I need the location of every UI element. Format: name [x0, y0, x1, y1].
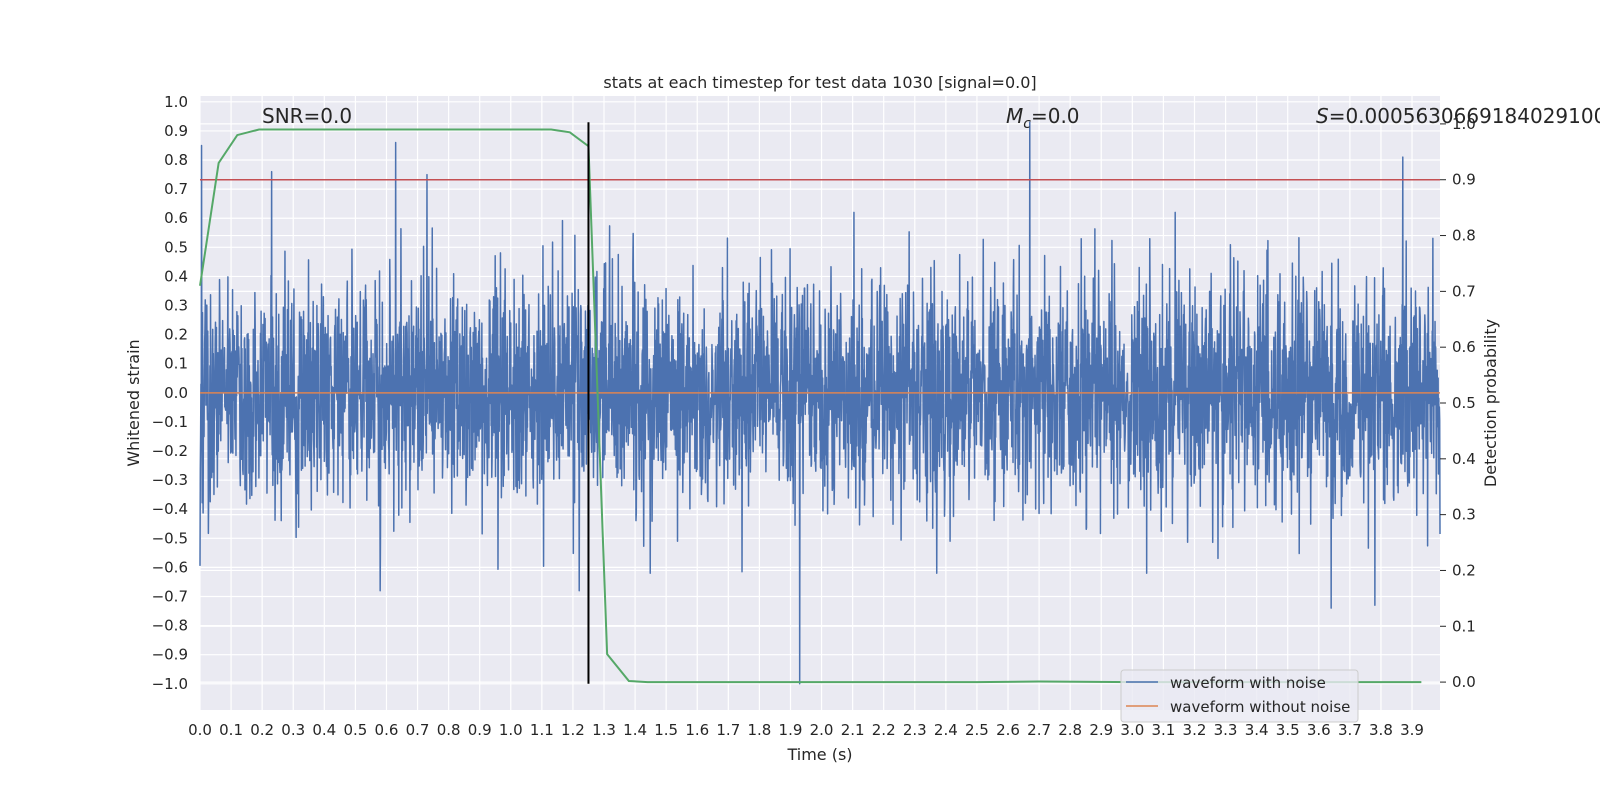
- y-tick-label: −0.3: [152, 471, 188, 489]
- x-tick-label: 3.1: [1151, 721, 1175, 739]
- y-tick-label: 0.3: [164, 297, 188, 315]
- x-tick-label: 3.2: [1183, 721, 1207, 739]
- line-series: [199, 122, 1440, 684]
- x-tick-label: 0.9: [468, 721, 492, 739]
- x-tick-label: 0.7: [406, 721, 430, 739]
- y-tick-label: 0.0: [164, 384, 188, 402]
- y2-tick-label: 0.3: [1452, 506, 1476, 524]
- chart-title: stats at each timestep for test data 103…: [603, 73, 1036, 92]
- y2-tick-label: 0.6: [1452, 338, 1476, 356]
- y-tick-label: 0.1: [164, 355, 188, 373]
- y-tick-label: 1.0: [164, 93, 188, 111]
- legend-box: [1120, 669, 1359, 723]
- y2-tick-label: 0.4: [1452, 450, 1476, 468]
- tick-labels: 0.0 0.1 0.2 0.3 0.4 0.5 0.6 0.7 0.8 0.9 1.0 1.1 1.2 1…: [152, 93, 1476, 739]
- y-tick-label: 0.5: [164, 238, 188, 256]
- x-tick-label: 1.9: [779, 721, 803, 739]
- y2-tick-label: 0.0: [1452, 673, 1476, 691]
- x-tick-label: 3.3: [1214, 721, 1238, 739]
- y2-tick-label: 0.7: [1452, 282, 1476, 300]
- x-tick-label: 0.4: [312, 721, 336, 739]
- x-tick-label: 2.8: [1058, 721, 1082, 739]
- y-tick-label: −0.8: [152, 617, 188, 635]
- x-tick-label: 1.5: [654, 721, 678, 739]
- x-tick-label: 1.3: [592, 721, 616, 739]
- y2-tick-label: 0.2: [1452, 561, 1476, 579]
- y-tick-label: −0.9: [152, 646, 188, 664]
- y-tick-label: 0.4: [164, 267, 188, 285]
- x-tick-label: 1.1: [530, 721, 554, 739]
- x-tick-label: 3.5: [1276, 721, 1300, 739]
- x-tick-label: 2.2: [872, 721, 896, 739]
- series-waveform-with-noise: [199, 121, 1441, 685]
- x-tick-label: 1.2: [561, 721, 585, 739]
- x-tick-label: 0.5: [343, 721, 367, 739]
- x-tick-label: 1.6: [685, 721, 709, 739]
- x-tick-label: 1.8: [747, 721, 771, 739]
- x-tick-label: 0.3: [281, 721, 305, 739]
- x-tick-label: 3.9: [1400, 721, 1424, 739]
- legend-label-waveform-with-noise: waveform with noise: [1170, 674, 1326, 692]
- noise-trace: [199, 121, 1441, 685]
- x-tick-label: 3.0: [1120, 721, 1144, 739]
- x-tick-label: 2.5: [965, 721, 989, 739]
- x-tick-label: 2.9: [1089, 721, 1113, 739]
- y-tick-label: 0.7: [164, 180, 188, 198]
- y2-tick-label: 0.1: [1452, 617, 1476, 635]
- x-tick-label: 0.1: [219, 721, 243, 739]
- x-tick-label: 3.8: [1369, 721, 1393, 739]
- y-tick-label: −1.0: [152, 675, 188, 693]
- y-tick-label: −0.4: [152, 500, 188, 518]
- x-tick-label: 1.0: [499, 721, 523, 739]
- y2-tick-label: 1.0: [1452, 115, 1476, 133]
- x-tick-label: 1.7: [716, 721, 740, 739]
- x-tick-label: 0.6: [375, 721, 399, 739]
- y-tick-label: 0.2: [164, 326, 188, 344]
- y-tick-label: 0.8: [164, 151, 188, 169]
- x-tick-label: 3.4: [1245, 721, 1269, 739]
- x-tick-label: 0.0: [188, 721, 212, 739]
- y2-axis-label: Detection probability: [1481, 319, 1500, 487]
- detection-probability-line: [199, 128, 1422, 684]
- x-tick-label: 2.1: [841, 721, 865, 739]
- chirp-mass-annotation: Mc=0.0: [1006, 104, 1080, 132]
- y-axis-label: Whitened strain: [124, 339, 143, 466]
- legend-label-waveform-without-noise: waveform without noise: [1170, 698, 1350, 716]
- y-tick-label: −0.6: [152, 558, 188, 576]
- y-tick-label: 0.9: [164, 122, 188, 140]
- x-axis-label: Time (s): [786, 745, 852, 764]
- legend: waveform with noise waveform without noi…: [1120, 669, 1359, 723]
- x-tick-label: 3.6: [1307, 721, 1331, 739]
- snr-annotation: SNR=0.0: [262, 104, 352, 128]
- y2-tick-label: 0.8: [1452, 227, 1476, 245]
- x-tick-label: 2.3: [903, 721, 927, 739]
- x-tick-label: 0.2: [250, 721, 274, 739]
- y-tick-label: −0.7: [152, 588, 188, 606]
- x-tick-label: 2.6: [996, 721, 1020, 739]
- y2-tick-label: 0.5: [1452, 394, 1476, 412]
- y-tick-label: −0.5: [152, 529, 188, 547]
- x-tick-label: 2.7: [1027, 721, 1051, 739]
- y2-tick-label: 0.9: [1452, 171, 1476, 189]
- y-tick-label: −0.1: [152, 413, 188, 431]
- s-annotation: S=0.0005630669184029100: [1316, 104, 1600, 128]
- x-tick-label: 2.0: [810, 721, 834, 739]
- y-tick-label: −0.2: [152, 442, 188, 460]
- x-tick-label: 0.8: [437, 721, 461, 739]
- y-tick-label: 0.6: [164, 209, 188, 227]
- x-tick-label: 3.7: [1338, 721, 1362, 739]
- x-tick-label: 1.4: [623, 721, 647, 739]
- x-tick-label: 2.4: [934, 721, 958, 739]
